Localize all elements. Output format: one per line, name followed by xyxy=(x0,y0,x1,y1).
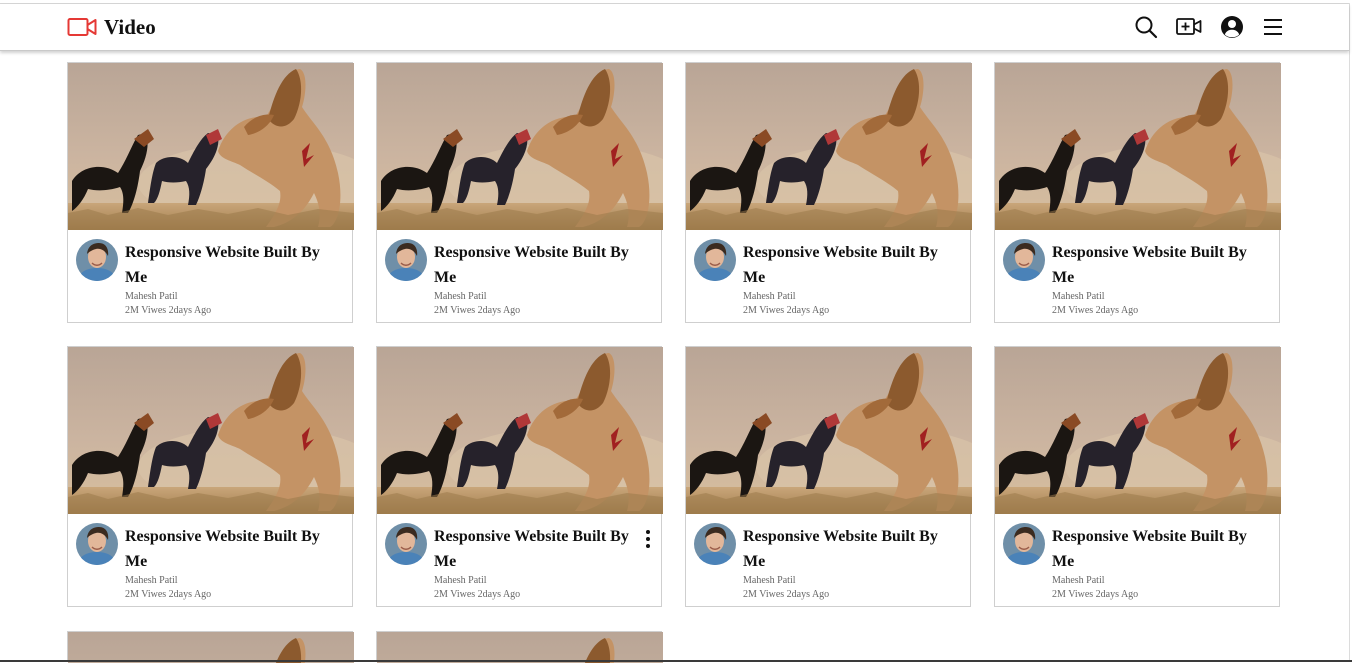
video-meta: 2M Viwes 2days Ago xyxy=(125,305,211,317)
bottom-edge xyxy=(0,660,1352,662)
view-count: 2M Viwes xyxy=(434,305,476,316)
add-video-icon[interactable] xyxy=(1176,14,1202,40)
view-count: 2M Viwes xyxy=(743,305,785,316)
channel-name[interactable]: Mahesh Patil xyxy=(743,291,796,302)
video-title[interactable]: Responsive Website Built By Me xyxy=(434,528,629,570)
menu-icon[interactable] xyxy=(1260,14,1286,40)
view-count: 2M Viwes xyxy=(434,589,476,600)
video-meta: 2M Viwes 2days Ago xyxy=(125,589,211,601)
video-thumbnail[interactable] xyxy=(68,632,354,663)
channel-avatar[interactable] xyxy=(1003,523,1045,565)
more-options-icon[interactable] xyxy=(640,529,656,549)
top-navbar: Video xyxy=(0,4,1349,51)
video-title[interactable]: Responsive Website Built By Me xyxy=(1052,244,1247,286)
video-meta: 2M Viwes 2days Ago xyxy=(743,305,829,317)
channel-avatar[interactable] xyxy=(385,523,427,565)
video-card[interactable] xyxy=(376,631,663,663)
channel-avatar[interactable] xyxy=(694,523,736,565)
video-thumbnail[interactable] xyxy=(995,347,1281,514)
channel-avatar[interactable] xyxy=(1003,239,1045,281)
video-card[interactable]: Responsive Website Built By Me Mahesh Pa… xyxy=(685,346,972,607)
video-meta: 2M Viwes 2days Ago xyxy=(743,589,829,601)
view-count: 2M Viwes xyxy=(1052,589,1094,600)
video-card[interactable]: Responsive Website Built By Me Mahesh Pa… xyxy=(685,62,972,323)
video-meta: 2M Viwes 2days Ago xyxy=(1052,589,1138,601)
view-count: 2M Viwes xyxy=(743,589,785,600)
video-card[interactable]: Responsive Website Built By Me Mahesh Pa… xyxy=(376,346,663,607)
channel-name[interactable]: Mahesh Patil xyxy=(434,291,487,302)
video-card[interactable]: Responsive Website Built By Me Mahesh Pa… xyxy=(376,62,663,323)
channel-name[interactable]: Mahesh Patil xyxy=(743,575,796,586)
upload-age: 2days Ago xyxy=(477,305,521,316)
video-card[interactable]: Responsive Website Built By Me Mahesh Pa… xyxy=(994,62,1281,323)
channel-name[interactable]: Mahesh Patil xyxy=(1052,575,1105,586)
channel-name[interactable]: Mahesh Patil xyxy=(125,575,178,586)
view-count: 2M Viwes xyxy=(1052,305,1094,316)
top-border xyxy=(0,3,1349,4)
video-thumbnail[interactable] xyxy=(686,63,972,230)
video-thumbnail[interactable] xyxy=(377,63,663,230)
video-title[interactable]: Responsive Website Built By Me xyxy=(743,244,938,286)
video-title[interactable]: Responsive Website Built By Me xyxy=(743,528,938,570)
channel-name[interactable]: Mahesh Patil xyxy=(1052,291,1105,302)
view-count: 2M Viwes xyxy=(125,589,167,600)
video-thumbnail[interactable] xyxy=(686,347,972,514)
video-card[interactable]: Responsive Website Built By Me Mahesh Pa… xyxy=(67,346,354,607)
video-thumbnail[interactable] xyxy=(68,63,354,230)
brand-title: Video xyxy=(104,15,156,39)
upload-age: 2days Ago xyxy=(168,305,212,316)
video-camera-icon xyxy=(67,16,97,38)
scrollbar-edge xyxy=(1349,3,1350,662)
upload-age: 2days Ago xyxy=(786,589,830,600)
view-count: 2M Viwes xyxy=(125,305,167,316)
channel-name[interactable]: Mahesh Patil xyxy=(125,291,178,302)
video-title[interactable]: Responsive Website Built By Me xyxy=(434,244,629,286)
video-thumbnail[interactable] xyxy=(377,632,663,663)
upload-age: 2days Ago xyxy=(1095,305,1139,316)
channel-avatar[interactable] xyxy=(694,239,736,281)
video-title[interactable]: Responsive Website Built By Me xyxy=(125,528,320,570)
video-thumbnail[interactable] xyxy=(377,347,663,514)
upload-age: 2days Ago xyxy=(786,305,830,316)
upload-age: 2days Ago xyxy=(1095,589,1139,600)
video-card[interactable]: Responsive Website Built By Me Mahesh Pa… xyxy=(994,346,1281,607)
channel-avatar[interactable] xyxy=(385,239,427,281)
video-meta: 2M Viwes 2days Ago xyxy=(434,589,520,601)
account-icon[interactable] xyxy=(1219,14,1245,40)
video-title[interactable]: Responsive Website Built By Me xyxy=(125,244,320,286)
video-thumbnail[interactable] xyxy=(68,347,354,514)
video-thumbnail[interactable] xyxy=(995,63,1281,230)
channel-avatar[interactable] xyxy=(76,523,118,565)
search-icon[interactable] xyxy=(1133,14,1159,40)
channel-name[interactable]: Mahesh Patil xyxy=(434,575,487,586)
upload-age: 2days Ago xyxy=(168,589,212,600)
logo[interactable]: Video xyxy=(67,15,156,39)
video-card[interactable] xyxy=(67,631,354,663)
video-meta: 2M Viwes 2days Ago xyxy=(434,305,520,317)
upload-age: 2days Ago xyxy=(477,589,521,600)
channel-avatar[interactable] xyxy=(76,239,118,281)
video-card[interactable]: Responsive Website Built By Me Mahesh Pa… xyxy=(67,62,354,323)
video-meta: 2M Viwes 2days Ago xyxy=(1052,305,1138,317)
video-title[interactable]: Responsive Website Built By Me xyxy=(1052,528,1247,570)
